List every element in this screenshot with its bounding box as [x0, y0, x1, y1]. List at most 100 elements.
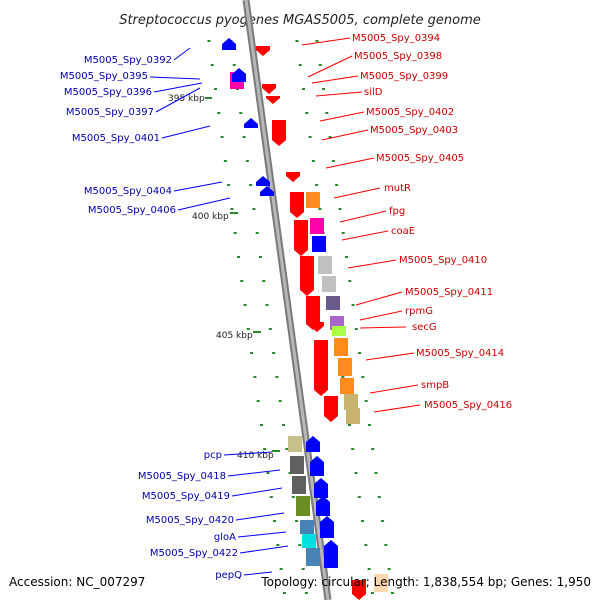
cog-bar: [290, 456, 304, 474]
guide-dot: [298, 544, 302, 546]
gene-label[interactable]: M5005_Spy_0404: [84, 186, 172, 197]
guide-dot: [338, 208, 342, 210]
guide-dot: [318, 208, 322, 210]
guide-dot: [249, 184, 253, 186]
cog-bar: [318, 256, 332, 274]
guide-dot: [281, 424, 285, 426]
guide-dot: [364, 400, 368, 402]
gene-label[interactable]: secG: [412, 322, 437, 333]
cog-bar: [334, 338, 348, 356]
cog-bar: [292, 476, 306, 494]
guide-dot: [255, 232, 259, 234]
gene-label[interactable]: M5005_Spy_0422: [150, 548, 238, 559]
plus-strand-genes: [256, 46, 366, 600]
guide-dot: [322, 88, 326, 90]
gene-label[interactable]: smpB: [421, 380, 449, 391]
gene-label[interactable]: M5005_Spy_0399: [360, 71, 448, 82]
guide-dot: [220, 136, 224, 138]
guide-dot: [285, 448, 289, 450]
guide-dot: [252, 208, 256, 210]
guide-dot: [308, 136, 312, 138]
cog-bar: [300, 520, 314, 534]
gene-label[interactable]: M5005_Spy_0414: [416, 348, 504, 359]
gene-arrow: [286, 172, 300, 182]
guide-dot: [282, 592, 286, 594]
guide-dot: [384, 544, 388, 546]
guide-dot: [259, 424, 263, 426]
gene-label[interactable]: M5005_Spy_0411: [405, 287, 493, 298]
guide-dot: [253, 376, 257, 378]
minus-strand-labels: M5005_Spy_0392 M5005_Spy_0395 M5005_Spy_…: [60, 47, 289, 581]
gene-label[interactable]: M5005_Spy_0418: [138, 471, 226, 482]
gene-arrow: [232, 68, 246, 82]
gene-label[interactable]: coaE: [391, 226, 415, 237]
guide-dot: [232, 64, 236, 66]
guide-dot: [265, 304, 269, 306]
cog-bar: [306, 192, 320, 208]
gene-arrow: [314, 340, 328, 396]
gene-label[interactable]: M5005_Spy_0397: [66, 107, 154, 118]
guide-dot: [233, 232, 237, 234]
guide-dot: [318, 64, 322, 66]
gene-arrow: [306, 296, 320, 330]
gene-arrow: [320, 516, 334, 538]
guide-dot: [279, 568, 283, 570]
gene-label[interactable]: M5005_Spy_0396: [64, 87, 152, 98]
genome-backbone: [242, 0, 332, 600]
guide-dot: [291, 496, 295, 498]
gene-label[interactable]: M5005_Spy_0403: [370, 125, 458, 136]
gene-label[interactable]: M5005_Spy_0406: [88, 205, 176, 216]
gene-label[interactable]: M5005_Spy_0410: [399, 255, 487, 266]
cog-bar: [326, 296, 340, 310]
cog-bar: [322, 276, 336, 292]
guide-dot: [377, 496, 381, 498]
guide-dot: [348, 280, 352, 282]
gene-label[interactable]: M5005_Spy_0394: [352, 33, 440, 44]
guide-dot: [242, 136, 246, 138]
gene-label[interactable]: M5005_Spy_0419: [142, 491, 230, 502]
gene-label[interactable]: M5005_Spy_0395: [60, 71, 148, 82]
gene-arrow: [290, 192, 304, 218]
gene-label[interactable]: fpg: [389, 206, 405, 217]
cog-bar: [340, 378, 354, 394]
ruler-label: 405 kbp: [216, 331, 253, 341]
plus-strand-labels: M5005_Spy_0394 M5005_Spy_0398 M5005_Spy_…: [301, 33, 512, 413]
guide-dot: [245, 160, 249, 162]
gene-arrow: [300, 256, 314, 296]
guide-dot: [305, 112, 309, 114]
gene-label[interactable]: M5005_Spy_0416: [424, 400, 512, 411]
gene-arrow: [262, 84, 276, 94]
gene-label[interactable]: silD: [364, 87, 383, 98]
guide-dot: [335, 184, 339, 186]
gene-label[interactable]: M5005_Spy_0401: [72, 133, 160, 144]
gene-label[interactable]: M5005_Spy_0392: [84, 55, 172, 66]
guide-dot: [357, 496, 361, 498]
guide-dot: [214, 88, 218, 90]
ruler-label: 395 kbp: [168, 94, 205, 104]
guide-dot: [302, 88, 306, 90]
gene-arrow: [306, 436, 320, 452]
gene-label[interactable]: pepQ: [215, 570, 242, 581]
guide-dot: [367, 568, 371, 570]
gene-arrow: [316, 496, 330, 516]
gene-label[interactable]: M5005_Spy_0405: [376, 153, 464, 164]
guide-dot: [276, 544, 280, 546]
guide-dot: [315, 184, 319, 186]
guide-dot: [344, 256, 348, 258]
minus-strand-genes: [222, 38, 338, 568]
gene-label[interactable]: pcp: [204, 450, 222, 461]
gene-label[interactable]: M5005_Spy_0420: [146, 515, 234, 526]
cog-bar: [338, 358, 352, 376]
guide-dot: [370, 592, 374, 594]
guide-dot: [246, 328, 250, 330]
guide-dot: [298, 64, 302, 66]
gene-label[interactable]: mutR: [384, 183, 411, 194]
gene-label[interactable]: M5005_Spy_0398: [354, 51, 442, 62]
gene-label[interactable]: M5005_Spy_0402: [366, 107, 454, 118]
gene-label[interactable]: gloA: [214, 532, 236, 543]
cog-bar: [312, 236, 326, 252]
guide-dot: [358, 352, 362, 354]
cog-bar: [332, 326, 346, 336]
gene-label[interactable]: rpmG: [405, 306, 433, 317]
